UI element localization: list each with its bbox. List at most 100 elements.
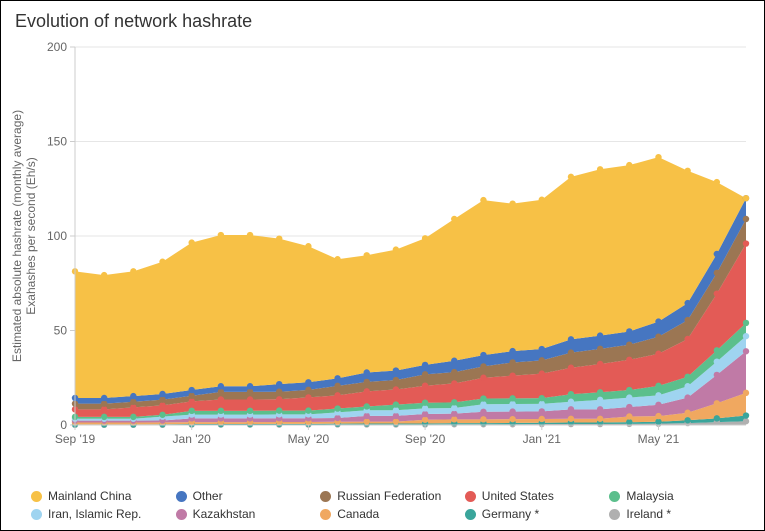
legend-label: Iran, Islamic Rep. [48, 506, 141, 522]
marker-kazakhstan [714, 372, 720, 378]
marker-mainland_china [743, 195, 749, 201]
legend-dot-icon [176, 491, 187, 502]
marker-malaysia [364, 403, 370, 409]
marker-canada [539, 416, 545, 422]
marker-other [539, 346, 545, 352]
legend-item-canada[interactable]: Canada [320, 506, 465, 522]
legend-item-malaysia[interactable]: Malaysia [609, 488, 754, 504]
marker-kazakhstan [539, 408, 545, 414]
marker-mainland_china [101, 272, 107, 278]
marker-canada [509, 416, 515, 422]
marker-mainland_china [247, 232, 253, 238]
legend-item-other[interactable]: Other [176, 488, 321, 504]
hashrate-stacked-area: 050100150200Sep '19Jan '20May '20Sep '20… [1, 41, 764, 461]
marker-germany [714, 415, 720, 421]
marker-united_states [218, 396, 224, 402]
marker-united_states [480, 375, 486, 381]
marker-russian_federation [714, 270, 720, 276]
marker-other [218, 383, 224, 389]
marker-kazakhstan [422, 411, 428, 417]
marker-mainland_china [568, 174, 574, 180]
marker-kazakhstan [568, 406, 574, 412]
marker-russian_federation [130, 399, 136, 405]
marker-iran [684, 383, 690, 389]
marker-other [247, 383, 253, 389]
marker-mainland_china [451, 216, 457, 222]
marker-mainland_china [188, 239, 194, 245]
x-tick-label: May '20 [288, 432, 330, 446]
legend-item-ireland[interactable]: Ireland * [609, 506, 754, 522]
legend-item-united_states[interactable]: United States [465, 488, 610, 504]
legend-dot-icon [609, 509, 620, 520]
marker-kazakhstan [364, 413, 370, 419]
legend-item-mainland_china[interactable]: Mainland China [31, 488, 176, 504]
marker-malaysia [655, 383, 661, 389]
stacked-areas [75, 157, 746, 425]
marker-iran [597, 397, 603, 403]
marker-russian_federation [509, 359, 515, 365]
marker-canada [422, 417, 428, 423]
marker-kazakhstan [684, 394, 690, 400]
marker-russian_federation [626, 341, 632, 347]
marker-malaysia [305, 407, 311, 413]
marker-mainland_china [684, 168, 690, 174]
marker-kazakhstan [480, 409, 486, 415]
legend-dot-icon [31, 509, 42, 520]
marker-canada [393, 418, 399, 424]
legend-label: Canada [337, 506, 379, 522]
chart-area: 050100150200Sep '19Jan '20May '20Sep '20… [1, 41, 764, 461]
legend-item-kazakhstan[interactable]: Kazakhstan [176, 506, 321, 522]
marker-mainland_china [364, 252, 370, 258]
marker-iran [626, 394, 632, 400]
legend-label: Germany * [482, 506, 539, 522]
marker-mainland_china [626, 162, 632, 168]
marker-other [276, 381, 282, 387]
marker-russian_federation [101, 400, 107, 406]
marker-russian_federation [334, 383, 340, 389]
marker-canada [714, 400, 720, 406]
marker-russian_federation [597, 346, 603, 352]
legend-dot-icon [176, 509, 187, 520]
y-tick-label: 150 [47, 135, 67, 149]
y-tick-label: 100 [47, 229, 67, 243]
marker-mainland_china [130, 268, 136, 274]
marker-united_states [334, 392, 340, 398]
marker-united_states [364, 388, 370, 394]
legend-item-iran[interactable]: Iran, Islamic Rep. [31, 506, 176, 522]
marker-iran [714, 358, 720, 364]
marker-iran [743, 333, 749, 339]
marker-malaysia [188, 408, 194, 414]
marker-kazakhstan [509, 408, 515, 414]
legend-item-russian_federation[interactable]: Russian Federation [320, 488, 465, 504]
marker-iran [451, 405, 457, 411]
legend-label: Other [193, 488, 223, 504]
legend-dot-icon [320, 509, 331, 520]
legend-dot-icon [465, 509, 476, 520]
marker-mainland_china [334, 256, 340, 262]
marker-germany [655, 419, 661, 425]
marker-other [364, 369, 370, 375]
marker-canada [568, 416, 574, 422]
marker-malaysia [626, 387, 632, 393]
marker-canada [743, 390, 749, 396]
y-tick-label: 0 [60, 418, 67, 432]
marker-kazakhstan [334, 415, 340, 421]
marker-united_states [159, 402, 165, 408]
marker-canada [480, 416, 486, 422]
marker-mainland_china [509, 200, 515, 206]
marker-united_states [509, 372, 515, 378]
marker-kazakhstan [393, 413, 399, 419]
y-axis-title: Estimated absolute hashrate (monthly ave… [10, 110, 38, 362]
legend-item-germany[interactable]: Germany * [465, 506, 610, 522]
legend: Mainland China Other Russian Federation Uni… [31, 488, 754, 524]
marker-united_states [393, 386, 399, 392]
marker-united_states [597, 361, 603, 367]
marker-other [159, 391, 165, 397]
legend-label: Russian Federation [337, 488, 441, 504]
marker-russian_federation [305, 387, 311, 393]
marker-malaysia [684, 374, 690, 380]
marker-malaysia [714, 347, 720, 353]
marker-kazakhstan [597, 406, 603, 412]
marker-russian_federation [364, 379, 370, 385]
marker-united_states [714, 290, 720, 296]
